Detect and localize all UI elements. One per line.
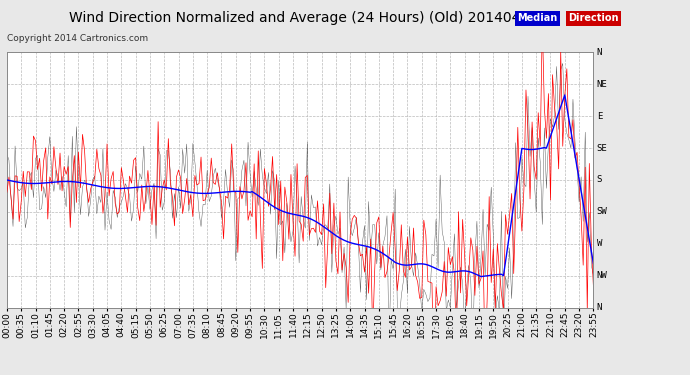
Text: E: E	[597, 112, 602, 121]
Text: SW: SW	[597, 207, 608, 216]
Text: Direction: Direction	[569, 13, 619, 23]
Text: S: S	[597, 176, 602, 184]
Text: W: W	[597, 239, 602, 248]
Text: NE: NE	[597, 80, 608, 89]
Text: N: N	[597, 303, 602, 312]
Text: Median: Median	[518, 13, 558, 23]
Text: NW: NW	[597, 271, 608, 280]
Text: Copyright 2014 Cartronics.com: Copyright 2014 Cartronics.com	[7, 34, 148, 43]
Text: Wind Direction Normalized and Average (24 Hours) (Old) 20140417: Wind Direction Normalized and Average (2…	[69, 11, 538, 25]
Text: SE: SE	[597, 144, 608, 153]
Text: N: N	[597, 48, 602, 57]
